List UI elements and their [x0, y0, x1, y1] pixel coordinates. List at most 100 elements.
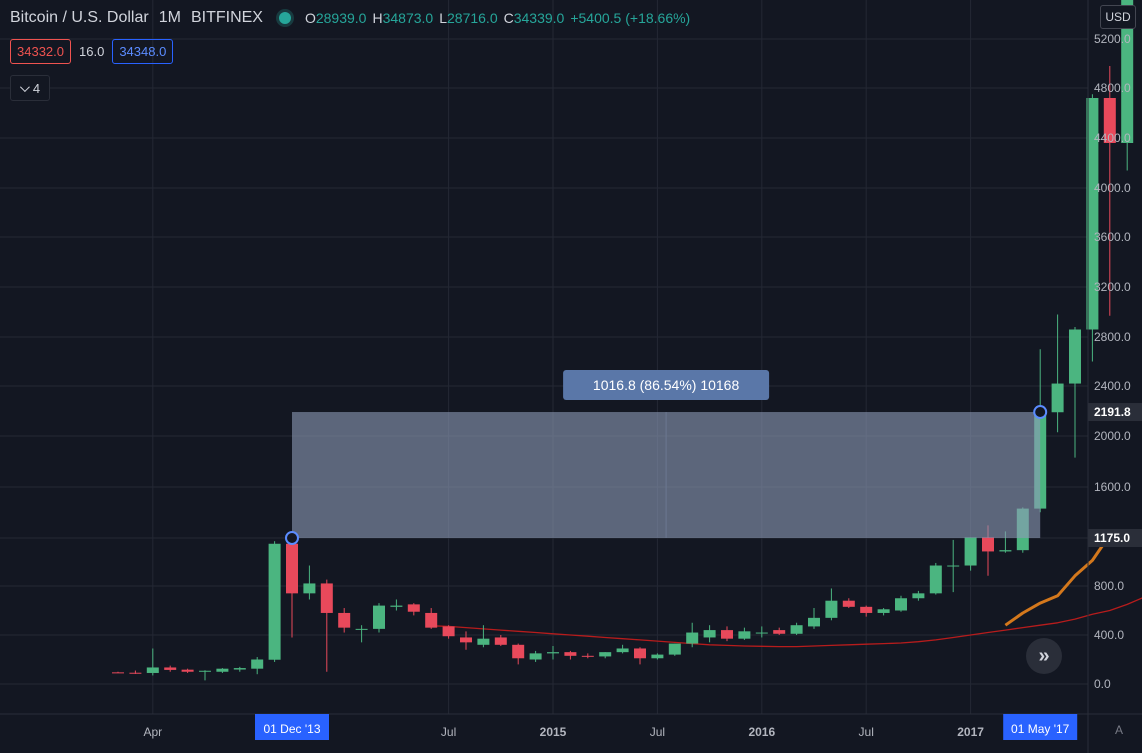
- candle-body: [599, 652, 612, 657]
- y-tick-label: 4400.0: [1094, 131, 1131, 145]
- indicators-toggle-button[interactable]: 4: [10, 75, 50, 101]
- measure-start-handle[interactable]: [285, 531, 299, 545]
- ohlc-key-close: C: [503, 10, 514, 26]
- candle-body: [877, 609, 890, 613]
- quote-row: 34332.0 16.0 34348.0: [10, 39, 174, 64]
- ohlc-key-low: L: [439, 10, 447, 26]
- ask-price-button[interactable]: 34348.0: [112, 39, 174, 64]
- candle-body: [460, 637, 472, 643]
- candle-body: [320, 583, 333, 613]
- measure-end-handle[interactable]: [1033, 405, 1048, 420]
- candle-body: [425, 612, 438, 628]
- ohlc-high: 34873.0: [382, 10, 434, 26]
- candle-body: [634, 648, 646, 659]
- candle-body: [494, 637, 507, 645]
- candle-body: [407, 604, 420, 612]
- y-highlight-label: 1175.0: [1094, 531, 1130, 545]
- y-tick-label: 2400.0: [1094, 379, 1131, 393]
- candle-body: [181, 669, 194, 672]
- y-tick-label: 5200.0: [1094, 32, 1131, 46]
- ohlc-key-open: O: [304, 10, 316, 26]
- y-tick-label: 1600.0: [1094, 480, 1131, 494]
- candle-body: [338, 612, 351, 628]
- measure-label: 1016.8 (86.54%) 10168: [593, 377, 740, 393]
- symbol-name[interactable]: Bitcoin / U.S. Dollar: [10, 9, 149, 26]
- candle-body: [860, 606, 873, 613]
- candle-body: [982, 537, 994, 552]
- ohlc-low: 28716.0: [447, 10, 498, 26]
- candlesticks: [112, 0, 1134, 681]
- candle-body: [703, 630, 716, 638]
- candle-body: [199, 670, 211, 672]
- candle-body: [773, 630, 786, 634]
- candle-body: [373, 605, 385, 629]
- candle-body: [808, 617, 820, 627]
- y-highlight-box: [1088, 403, 1142, 422]
- candle-body: [790, 625, 803, 634]
- bid-price-button[interactable]: 34332.0: [10, 39, 71, 64]
- candle-body: [1051, 383, 1064, 413]
- ohlc-values: O28939.0 H34873.0 L28716.0 C34339.0 +540…: [305, 10, 690, 26]
- candle-body: [912, 593, 925, 599]
- interval-label[interactable]: 1M: [158, 9, 181, 26]
- candle-body: [251, 659, 264, 669]
- candle-body: [738, 631, 751, 639]
- x-tick-label: 2016: [748, 725, 775, 739]
- exchange-label: BITFINEX: [190, 9, 263, 26]
- ohlc-open: 28939.0: [315, 10, 367, 26]
- y-highlight-box: [1088, 529, 1142, 547]
- y-tick-label: 3200.0: [1094, 280, 1131, 294]
- ohlc-key-high: H: [372, 10, 383, 26]
- x-highlight-box: [255, 714, 329, 740]
- y-tick-label: 400.0: [1094, 628, 1124, 642]
- currency-button[interactable]: USD: [1100, 5, 1136, 29]
- candle-body: [303, 583, 316, 594]
- scroll-to-realtime-button[interactable]: »: [1026, 638, 1062, 674]
- x-tick-label: Apr: [143, 725, 162, 739]
- moving-averages: [431, 534, 1142, 648]
- candle-body: [390, 605, 403, 607]
- candle-body: [164, 667, 177, 670]
- symbol-header: Bitcoin / U.S. Dollar 1M BITFINEX O28939…: [10, 8, 690, 28]
- candle-body: [929, 565, 942, 594]
- candle-body: [442, 626, 455, 637]
- x-highlight-box: [1003, 714, 1078, 740]
- candle-body: [529, 653, 542, 660]
- ma-fast-line: [431, 597, 1142, 648]
- measure-label-box: [563, 370, 770, 401]
- candle-body: [999, 550, 1012, 552]
- candle-body: [1103, 98, 1116, 143]
- candle-body: [895, 598, 907, 611]
- y-tick-label: 2800.0: [1094, 330, 1131, 344]
- y-highlight-label: 2191.8: [1094, 405, 1131, 419]
- candle-body: [286, 543, 298, 594]
- indicators-count: 4: [32, 80, 41, 96]
- candle-body: [668, 643, 681, 655]
- candle-body: [755, 632, 768, 634]
- candle-body: [842, 600, 855, 607]
- price-change: +5400.5 (+18.66%): [570, 10, 691, 26]
- candle-body: [1069, 329, 1081, 384]
- candle-body: [581, 655, 594, 657]
- y-tick-label: 2000.0: [1094, 429, 1131, 443]
- x-highlight-label: 01 May '17: [1011, 722, 1070, 736]
- x-tick-label: 2017: [957, 725, 984, 739]
- y-tick-label: 4800.0: [1094, 81, 1131, 95]
- candle-body: [616, 648, 629, 653]
- candle-body: [268, 543, 281, 660]
- candle-body: [129, 672, 142, 674]
- candle-body: [564, 652, 577, 656]
- y-tick-label: 800.0: [1094, 579, 1124, 593]
- measure-tool[interactable]: 1016.8 (86.54%) 10168: [285, 370, 1048, 545]
- y-tick-label: 0.0: [1094, 677, 1111, 691]
- x-tick-label: Jul: [650, 725, 665, 739]
- candle-body: [233, 668, 246, 670]
- candle-body: [112, 672, 124, 674]
- candle-body: [477, 638, 490, 645]
- auto-scale-button[interactable]: A: [1114, 723, 1123, 737]
- candle-body: [1086, 98, 1099, 330]
- candle-body: [721, 630, 733, 639]
- x-tick-label: 2015: [540, 725, 567, 739]
